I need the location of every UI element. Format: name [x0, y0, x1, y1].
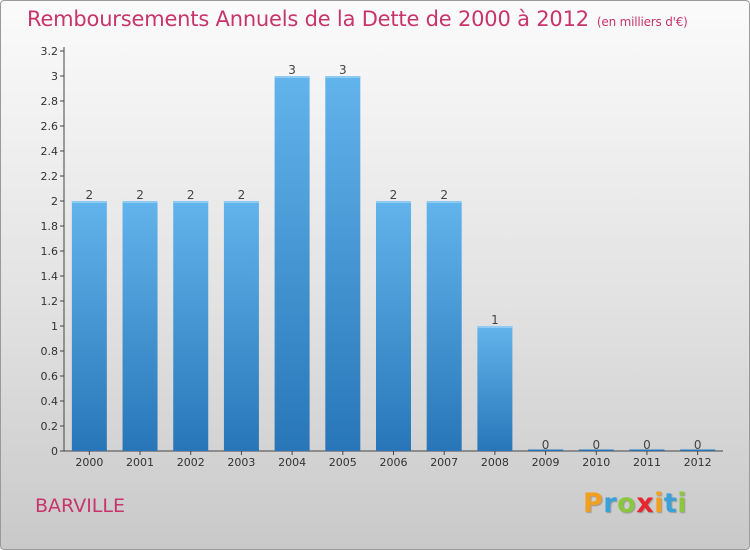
bar	[629, 449, 665, 451]
data-label: 2	[136, 188, 144, 202]
data-label: 0	[592, 438, 600, 452]
x-tick-label: 2009	[532, 456, 560, 469]
logo-letter: t	[663, 488, 678, 519]
y-tick-label: 0	[51, 445, 58, 458]
bar	[477, 326, 513, 451]
logo-letter: r	[603, 488, 618, 519]
data-label: 0	[542, 438, 550, 452]
chart-title: Remboursements Annuels de la Dette de 20…	[27, 7, 688, 31]
y-tick-label: 1.8	[41, 220, 59, 233]
x-tick-label: 2004	[278, 456, 306, 469]
x-tick-label: 2005	[329, 456, 357, 469]
data-label: 2	[390, 188, 398, 202]
y-tick-label: 1.4	[41, 270, 59, 283]
logo-letter: P	[583, 488, 604, 519]
y-tick-label: 1.6	[41, 245, 59, 258]
x-tick-label: 2010	[582, 456, 610, 469]
y-tick-label: 3	[51, 70, 58, 83]
x-tick-label: 2012	[684, 456, 712, 469]
chart-title-text: Remboursements Annuels de la Dette de 20…	[27, 7, 589, 31]
x-tick-label: 2001	[126, 456, 154, 469]
y-tick-label: 3.2	[41, 45, 59, 58]
data-label: 2	[187, 188, 195, 202]
bar-highlight	[122, 201, 158, 203]
data-label: 3	[288, 63, 296, 77]
bar-highlight	[173, 201, 209, 203]
y-tick-label: 1.2	[41, 295, 59, 308]
bar	[223, 201, 259, 451]
bar	[426, 201, 462, 451]
bar	[71, 201, 107, 451]
bar	[578, 449, 614, 451]
data-label: 2	[440, 188, 448, 202]
data-label: 0	[643, 438, 651, 452]
bar-highlight	[376, 201, 411, 203]
bar	[173, 201, 209, 451]
x-tick-label: 2008	[481, 456, 509, 469]
bar	[528, 449, 564, 451]
data-label: 2	[86, 188, 94, 202]
bar-highlight	[325, 76, 361, 78]
data-label: 3	[339, 63, 347, 77]
logo-letter: x	[636, 488, 655, 519]
y-tick-label: 0.2	[41, 420, 59, 433]
y-tick-label: 2	[51, 195, 58, 208]
y-tick-label: 0.4	[41, 395, 59, 408]
bar-highlight	[223, 201, 259, 203]
bar	[680, 449, 716, 451]
logo-letter: i	[654, 488, 664, 519]
x-tick-label: 2002	[177, 456, 205, 469]
bar-highlight	[71, 201, 107, 203]
bar	[274, 76, 310, 451]
bar	[122, 201, 158, 451]
logo-letter: o	[617, 488, 637, 519]
x-tick-label: 2003	[227, 456, 255, 469]
x-tick-label: 2000	[75, 456, 103, 469]
data-label: 0	[694, 438, 702, 452]
bar	[376, 201, 411, 451]
x-tick-label: 2007	[430, 456, 458, 469]
data-label: 1	[491, 313, 499, 327]
y-tick-label: 2.2	[41, 170, 59, 183]
bar-highlight	[426, 201, 462, 203]
data-label: 2	[238, 188, 246, 202]
proxiti-logo: Proxiti	[583, 488, 687, 519]
y-tick-label: 2.8	[41, 95, 59, 108]
bar-highlight	[477, 326, 513, 328]
logo-letter: i	[677, 488, 688, 519]
chart-unit: (en milliers d'€)	[596, 15, 688, 29]
x-tick-label: 2011	[633, 456, 661, 469]
bar	[325, 76, 361, 451]
commune-name: BARVILLE	[35, 495, 125, 517]
y-tick-label: 1	[51, 320, 58, 333]
y-tick-label: 2.6	[41, 120, 59, 133]
x-tick-label: 2006	[380, 456, 408, 469]
bar-highlight	[274, 76, 310, 78]
y-tick-label: 2.4	[41, 145, 59, 158]
y-tick-label: 0.6	[41, 370, 59, 383]
y-tick-label: 0.8	[41, 345, 59, 358]
